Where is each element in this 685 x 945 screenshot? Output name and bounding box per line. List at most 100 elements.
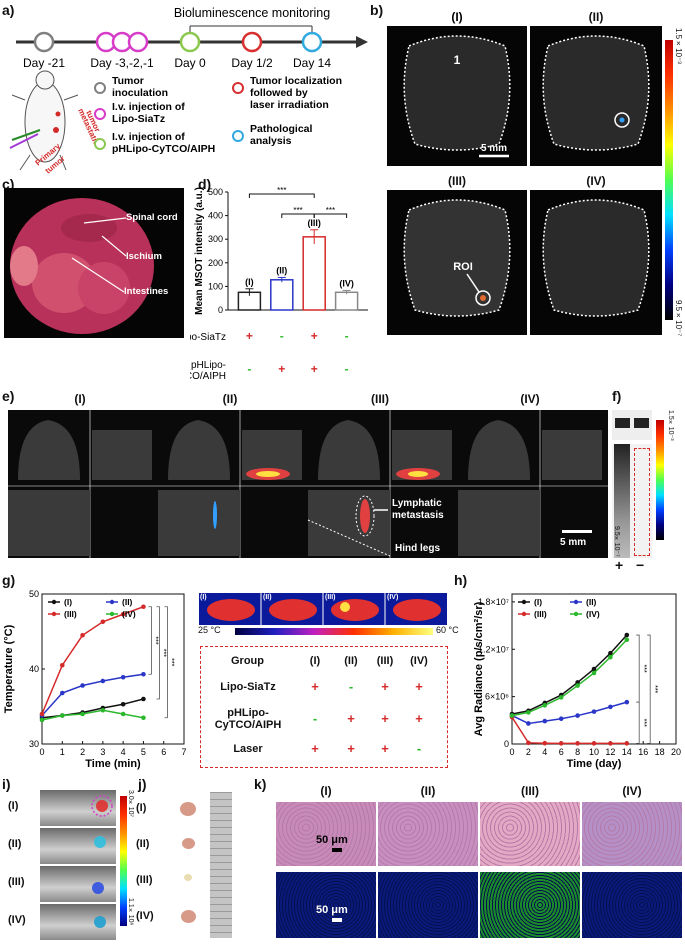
group-label: (IV) (520, 392, 540, 406)
tumor-specimen (184, 874, 192, 881)
series-line (511, 701, 628, 725)
data-point (141, 715, 146, 721)
table-mark: + (347, 711, 355, 726)
group-label: (IV) (586, 174, 606, 188)
legend-text: Tumor (112, 75, 144, 87)
lymphatic-metastasis-label: Lymphatic metastasis (392, 498, 444, 521)
y-tick-label: 500 (208, 187, 223, 197)
bar (302, 236, 326, 311)
x-tick-label: 3 (100, 747, 105, 757)
day-0-marker (179, 31, 201, 53)
group-label: (III) (136, 874, 153, 886)
data-point (591, 670, 597, 676)
chart-h: 0 2 4 6 8 10 12 14 16 18 20 0 6×10⁶ 1.2×10⁷ 1.8×10⁷ Tim… (473, 593, 681, 770)
y-tick-label: 1.2×10⁷ (478, 644, 509, 654)
panel-g-label: g) (2, 572, 16, 588)
table-header: Group (231, 655, 264, 667)
scale-bar (332, 918, 342, 922)
x-tick-label: 2 (526, 747, 531, 757)
thermal-max-label: 60 °C (436, 625, 459, 635)
data-point (575, 713, 580, 718)
tumor-dot-icon (55, 111, 61, 117)
group-label: (I) (136, 802, 147, 814)
bioluminescence-image (40, 828, 116, 864)
legend-marker (51, 611, 57, 617)
conditions-table: Group (I) (II) (III) (IV) Lipo-SiaTz + - + + pHLip… (200, 646, 448, 768)
legend-label: (II) (122, 597, 133, 607)
sig-label: *** (167, 658, 174, 666)
spinal-cord-label: Spinal cord (126, 212, 178, 223)
series-line (511, 634, 628, 715)
data-point (141, 671, 146, 677)
chart-g: 0 1 2 3 4 5 6 7 30 40 50 Time (min) Temperature (°C)… (3, 589, 187, 770)
colorbar-i (120, 796, 127, 926)
legend-marker (232, 82, 244, 94)
data-point (558, 741, 564, 746)
group-label: (II) (263, 594, 272, 601)
data-point (591, 741, 597, 746)
sig-bracket (636, 634, 640, 703)
condition-mark: + (311, 362, 318, 376)
sig-label: *** (293, 206, 302, 215)
sig-label: *** (640, 719, 647, 727)
table-mark: + (415, 679, 423, 694)
legend-label: (IV) (122, 609, 136, 619)
panel-d-label: d) (198, 176, 212, 192)
msot-image-III: ROI (387, 190, 527, 335)
lane-plus-label: + (615, 557, 624, 573)
bar (334, 291, 359, 311)
data-point (591, 709, 597, 714)
condition-mark: + (278, 362, 285, 376)
panel-k-label: k) (254, 776, 267, 792)
data-point (59, 662, 65, 668)
sig-label: *** (651, 685, 658, 693)
y-tick-label: 100 (208, 281, 223, 291)
sig-bracket (647, 634, 651, 744)
legend-marker (109, 599, 115, 605)
condition-mark: + (246, 329, 253, 343)
data-point (526, 721, 531, 726)
x-tick-label: 2 (80, 747, 85, 757)
x-tick-label: 8 (575, 747, 580, 757)
panel-a-label: a) (2, 2, 15, 18)
legend-text: Lipo-SiaTz (112, 113, 165, 125)
y-axis-label: Temperature (°C) (3, 624, 15, 713)
group-label: (IV) (622, 784, 642, 798)
colorbar-b (665, 40, 673, 320)
condition-mark: - (247, 362, 251, 376)
he-stain-image (480, 802, 580, 866)
data-point (80, 683, 85, 688)
data-point (542, 718, 548, 724)
data-point (59, 713, 65, 718)
group-label: (I) (200, 594, 207, 601)
blot-lanes (612, 444, 652, 558)
legend-label: (III) (534, 609, 547, 619)
x-tick-label: 6 (161, 747, 166, 757)
day-label: Day 1/2 (231, 56, 273, 70)
he-stain-image (582, 802, 682, 866)
group-label: (III) (325, 594, 336, 601)
lane-minus-label: − (636, 557, 645, 573)
data-point (624, 632, 630, 638)
bioluminescence-image (40, 790, 116, 826)
legend-label: (I) (64, 597, 72, 607)
bar-label: (I) (245, 277, 254, 287)
day-1-2-marker (241, 31, 263, 53)
y-tick-label: 40 (29, 664, 39, 674)
x-tick-label: 1 (60, 747, 65, 757)
day-label: Day -3,-2,-1 (90, 56, 154, 70)
y-tick-label: 50 (29, 589, 39, 599)
table-row-label: Laser (233, 743, 263, 755)
data-point (120, 674, 126, 680)
scale-bar-label: 50 μm (316, 904, 348, 916)
condition-mark: - (280, 329, 284, 343)
colorbar-min-label: 9.5×10⁻⁷ (674, 300, 683, 337)
legend-label: (I) (534, 597, 542, 607)
table-mark: + (311, 741, 319, 756)
group-label: (III) (521, 784, 539, 798)
sig-label: *** (326, 206, 335, 215)
fluorescence-image (582, 872, 682, 938)
y-tick-label: 200 (208, 258, 223, 268)
data-point (542, 703, 548, 708)
